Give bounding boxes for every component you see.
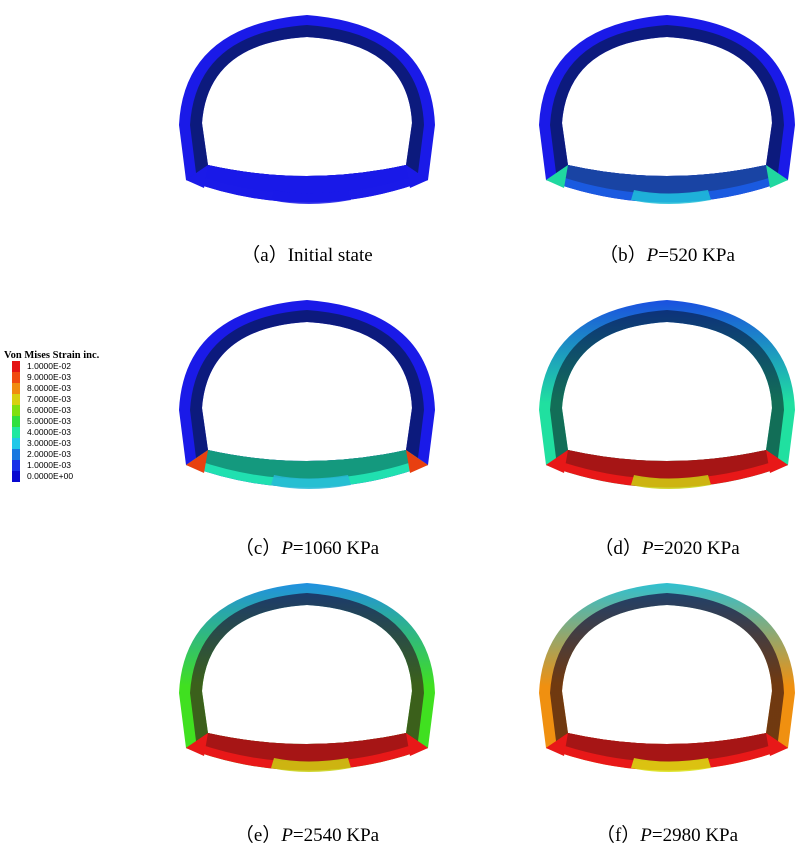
caption-letter: （d） (594, 538, 642, 559)
legend-entry: 5.0000E-03 (4, 416, 134, 427)
corner-patch (546, 165, 568, 188)
tunnel-lining (539, 15, 795, 204)
legend-entry: 1.0000E-03 (4, 460, 134, 471)
legend-label: 2.0000E-03 (27, 449, 71, 459)
legend-entry: 8.0000E-03 (4, 383, 134, 394)
caption-variable: P (281, 538, 293, 559)
legend-scale: 1.0000E-02 9.0000E-03 8.0000E-03 7.0000E-03… (4, 361, 134, 482)
caption-letter: （c） (234, 538, 282, 559)
legend-entry: 2.0000E-03 (4, 449, 134, 460)
legend-label: 8.0000E-03 (27, 383, 71, 393)
corner-patch (766, 450, 788, 473)
legend-swatch (12, 372, 20, 383)
legend-swatch (12, 449, 20, 460)
tunnel-lining (179, 583, 435, 772)
caption-value: =1060 KPa (292, 538, 380, 559)
legend-entry: 3.0000E-03 (4, 438, 134, 449)
lining-invert-inner (196, 733, 418, 762)
legend-swatch (12, 383, 20, 394)
lining-panel (536, 5, 798, 230)
legend-entry: 4.0000E-03 (4, 427, 134, 438)
legend-title: Von Mises Strain inc. (4, 350, 100, 361)
invert-hotspot (271, 190, 351, 204)
invert-hotspot (271, 475, 351, 489)
lining-invert-inner (556, 733, 778, 762)
legend-swatch (12, 394, 20, 405)
legend-label: 4.0000E-03 (27, 427, 71, 437)
tunnel-lining (179, 300, 435, 489)
corner-patch (406, 165, 428, 188)
legend-swatch (12, 405, 20, 416)
legend-label: 1.0000E-02 (27, 361, 71, 371)
corner-patch (186, 450, 208, 473)
invert-hotspot (631, 190, 711, 204)
caption-variable: P (281, 825, 293, 846)
legend-label: 7.0000E-03 (27, 394, 71, 404)
lining-invert-inner (196, 165, 418, 194)
legend-label: 5.0000E-03 (27, 416, 71, 426)
corner-patch (406, 450, 428, 473)
lining-invert-inner (196, 450, 418, 479)
legend-swatch (12, 427, 20, 438)
caption-letter: （e） (234, 825, 282, 846)
lining-panel (176, 290, 438, 515)
caption-value: =2980 KPa (651, 825, 739, 846)
legend-label: 0.0000E+00 (27, 471, 74, 481)
legend-swatch (12, 471, 20, 482)
corner-patch (406, 733, 428, 756)
caption-variable: P (640, 825, 652, 846)
legend-entry: 1.0000E-02 (4, 361, 134, 372)
lining-invert-inner (556, 450, 778, 479)
legend-entry: 9.0000E-03 (4, 372, 134, 383)
caption-letter: （f） (595, 825, 641, 846)
corner-patch (186, 733, 208, 756)
legend-swatch (12, 438, 20, 449)
invert-hotspot (271, 758, 351, 772)
caption-variable: P (641, 538, 654, 559)
legend-entry: 6.0000E-03 (4, 405, 134, 416)
caption-value: =2020 KPa (653, 538, 740, 559)
caption-letter: （b） (599, 245, 647, 266)
panel-caption: （d）P=2020 KPa (517, 533, 805, 560)
lining-panel (176, 573, 438, 798)
legend-swatch (12, 460, 20, 471)
legend-label: 9.0000E-03 (27, 372, 71, 382)
corner-patch (546, 450, 568, 473)
panel-caption: （e）P=2540 KPa (157, 820, 457, 847)
strain-legend: Von Mises Strain inc. 1.0000E-02 9.0000E-… (4, 350, 134, 482)
caption-value: =520 KPa (658, 245, 735, 266)
lining-invert-inner (556, 165, 778, 194)
panel-caption: （a）Initial state (157, 240, 457, 267)
tunnel-lining (539, 583, 795, 772)
panel-caption: （c）P=1060 KPa (157, 533, 457, 560)
legend-label: 6.0000E-03 (27, 405, 71, 415)
tunnel-lining (179, 15, 435, 204)
caption-text: Initial state (287, 245, 373, 266)
caption-letter: （a） (241, 245, 288, 266)
lining-panel (536, 573, 798, 798)
corner-patch (546, 733, 568, 756)
tunnel-lining (539, 300, 795, 489)
invert-hotspot (631, 758, 711, 772)
corner-patch (766, 165, 788, 188)
lining-panel (176, 5, 438, 230)
invert-hotspot (631, 475, 711, 489)
lining-panel (536, 290, 798, 515)
legend-label: 1.0000E-03 (27, 460, 71, 470)
legend-entry: 7.0000E-03 (4, 394, 134, 405)
corner-patch (186, 165, 208, 188)
legend-swatch (12, 416, 20, 427)
legend-swatch (12, 361, 20, 372)
panel-caption: （b）P=520 KPa (517, 240, 805, 267)
legend-label: 3.0000E-03 (27, 438, 71, 448)
corner-patch (766, 733, 788, 756)
panel-caption: （f）P=2980 KPa (517, 820, 805, 847)
caption-value: =2540 KPa (292, 825, 380, 846)
legend-entry: 0.0000E+00 (4, 471, 134, 482)
caption-variable: P (646, 245, 659, 266)
